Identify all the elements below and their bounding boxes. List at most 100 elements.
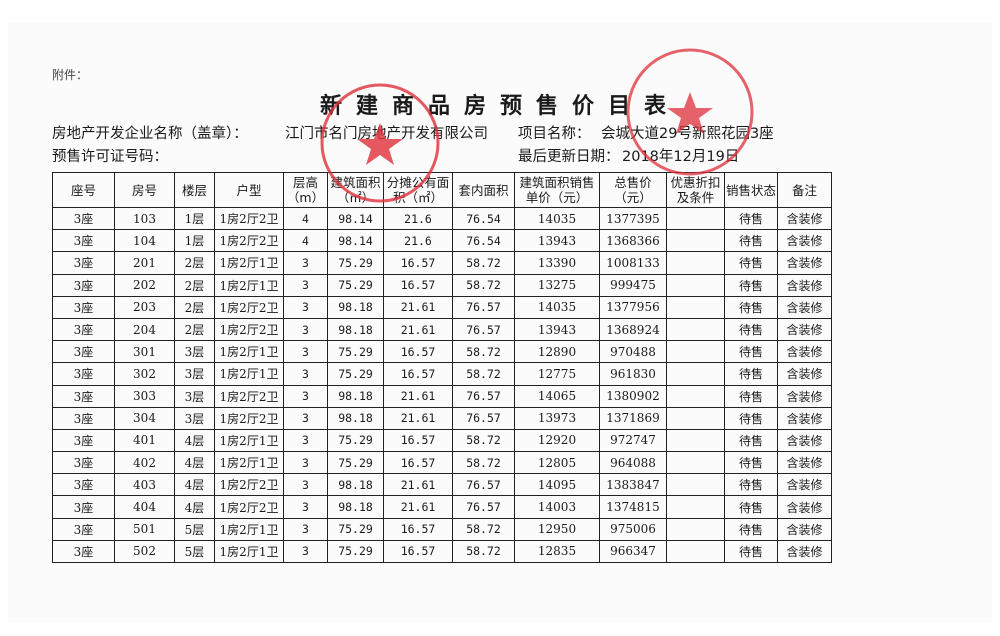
- table-cell: 75.29: [327, 340, 384, 364]
- table-cell: 4层: [174, 428, 215, 453]
- document-title: 新建商品房预售价目表: [319, 94, 680, 119]
- table-cell: [666, 206, 725, 231]
- table-row: 3座 204 2层 1房2厅2卫 3 98.18 21.61 76.57 13943 136892…: [52, 317, 832, 342]
- table-cell: 98.14: [327, 229, 384, 253]
- table-cell: 3: [283, 384, 328, 408]
- table-cell: 1房2厅2卫: [214, 206, 284, 231]
- table-cell: 待售: [724, 473, 778, 497]
- table-cell: 4层: [174, 473, 215, 497]
- table-cell: 3座: [52, 406, 115, 430]
- table-cell: 3座: [52, 295, 115, 319]
- table-cell: 1房2厅2卫: [214, 473, 284, 497]
- table-cell: 302: [114, 362, 175, 386]
- table-cell: 1房2厅2卫: [214, 406, 284, 430]
- column-header: 房号: [114, 172, 175, 208]
- column-header: 楼层: [174, 172, 215, 208]
- table-cell: 14065: [514, 384, 600, 408]
- column-header: 套内面积: [452, 172, 515, 208]
- table-cell: 21.6: [383, 206, 453, 231]
- table-row: 3座 303 3层 1房2厅2卫 3 98.18 21.61 76.57 14065 138090…: [52, 384, 832, 408]
- table-cell: 待售: [724, 340, 778, 364]
- table-cell: 1房2厅1卫: [214, 451, 284, 475]
- table-cell: 301: [114, 340, 175, 364]
- table-cell: 含装修: [777, 495, 832, 519]
- table-cell: 75.29: [327, 517, 384, 541]
- table-cell: 含装修: [777, 539, 832, 564]
- table-cell: 103: [114, 206, 175, 231]
- table-row: 3座 202 2层 1房2厅1卫 3 75.29 16.57 58.72 13275 999475…: [52, 273, 832, 297]
- developer-name: 江门市名门房地产开发有限公司: [285, 126, 488, 142]
- table-cell: 含装修: [777, 517, 832, 541]
- table-cell: 201: [114, 251, 175, 275]
- table-cell: 含装修: [777, 317, 832, 342]
- table-cell: 1房2厅1卫: [214, 428, 284, 453]
- table-cell: 16.57: [383, 362, 453, 386]
- table-cell: 3座: [52, 495, 115, 519]
- table-cell: 待售: [724, 384, 778, 408]
- table-cell: 14035: [514, 295, 600, 319]
- table-cell: 含装修: [777, 362, 832, 386]
- table-cell: 14095: [514, 473, 600, 497]
- table-cell: 3: [283, 317, 328, 342]
- table-cell: 2层: [174, 251, 215, 275]
- developer-label: 房地产开发企业名称（盖章）：: [52, 126, 248, 142]
- table-cell: 1房2厅2卫: [214, 495, 284, 519]
- permit-label: 预售许可证号码：: [52, 149, 168, 165]
- table-cell: 12890: [514, 340, 600, 364]
- table-cell: 58.72: [452, 517, 515, 541]
- table-cell: 3: [283, 473, 328, 497]
- column-header: 建筑面积（㎡）: [327, 172, 384, 208]
- table-cell: 含装修: [777, 295, 832, 319]
- column-header: 分摊公有面积（㎡）: [383, 172, 453, 208]
- table-cell: 待售: [724, 362, 778, 386]
- table-cell: [666, 340, 725, 364]
- table-cell: 98.18: [327, 295, 384, 319]
- table-cell: 3: [283, 295, 328, 319]
- table-cell: 12775: [514, 362, 600, 386]
- table-cell: 3: [283, 517, 328, 541]
- table-cell: 3座: [52, 539, 115, 564]
- table-cell: 3: [283, 406, 328, 430]
- table-cell: 2层: [174, 317, 215, 342]
- table-cell: 75.29: [327, 539, 384, 564]
- table-cell: 21.61: [383, 317, 453, 342]
- table-cell: 16.57: [383, 273, 453, 297]
- table-cell: 76.57: [452, 384, 515, 408]
- table-cell: 3层: [174, 362, 215, 386]
- table-cell: 75.29: [327, 362, 384, 386]
- table-cell: 3: [283, 495, 328, 519]
- table-cell: 104: [114, 229, 175, 253]
- table-cell: 21.61: [383, 495, 453, 519]
- table-cell: 98.18: [327, 473, 384, 497]
- table-cell: 1房2厅1卫: [214, 517, 284, 541]
- table-cell: [666, 317, 725, 342]
- table-cell: [666, 362, 725, 386]
- table-cell: 16.57: [383, 451, 453, 475]
- table-cell: 98.18: [327, 406, 384, 430]
- table-cell: 3: [283, 273, 328, 297]
- table-cell: 含装修: [777, 473, 832, 497]
- table-cell: 402: [114, 451, 175, 475]
- table-cell: 16.57: [383, 428, 453, 453]
- table-cell: 16.57: [383, 251, 453, 275]
- table-cell: 75.29: [327, 451, 384, 475]
- table-cell: 303: [114, 384, 175, 408]
- column-header: 座号: [52, 172, 115, 208]
- table-cell: 961830: [599, 362, 667, 386]
- table-cell: 12835: [514, 539, 600, 564]
- updated-label: 最后更新日期：: [518, 149, 620, 165]
- table-cell: 3座: [52, 517, 115, 541]
- table-cell: 98.18: [327, 495, 384, 519]
- table-row: 3座 401 4层 1房2厅1卫 3 75.29 16.57 58.72 12920 972747…: [52, 428, 832, 453]
- table-cell: 964088: [599, 451, 667, 475]
- table-cell: 76.57: [452, 317, 515, 342]
- table-cell: 75.29: [327, 273, 384, 297]
- table-cell: 5层: [174, 517, 215, 541]
- table-cell: 401: [114, 428, 175, 453]
- table-cell: 58.72: [452, 428, 515, 453]
- table-cell: [666, 539, 725, 564]
- attachment-label: 附件：: [52, 68, 89, 82]
- table-cell: 58.72: [452, 273, 515, 297]
- table-cell: 3: [283, 362, 328, 386]
- project-name: 会城大道29号新熙花园3座: [601, 126, 774, 142]
